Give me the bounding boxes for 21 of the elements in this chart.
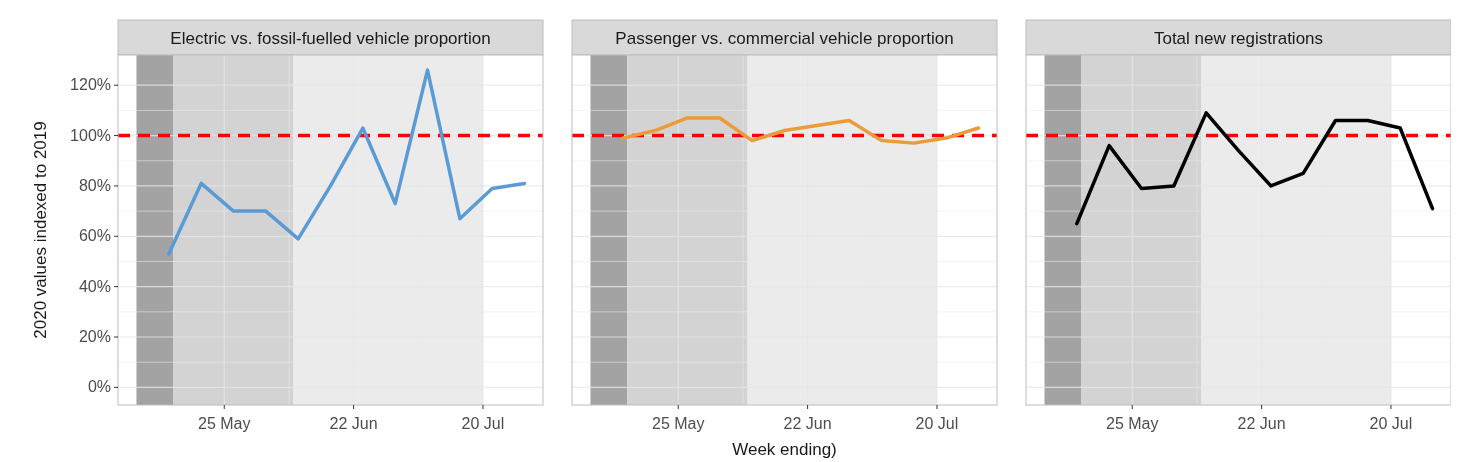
y-tick-label: 20% <box>78 328 111 346</box>
x-tick-label: 22 Jun <box>329 415 378 432</box>
x-tick-label: 22 Jun <box>1237 415 1286 432</box>
y-tick-label: 80% <box>78 176 111 194</box>
chart-title: Passenger vs. commercial vehicle proportion <box>615 28 954 48</box>
y-tick-label: 100% <box>70 126 111 144</box>
chart-title: Electric vs. fossil-fuelled vehicle proportion <box>170 28 491 48</box>
x-tick-label: 22 Jun <box>783 415 832 432</box>
x-tick-label: 20 Jul <box>461 415 505 432</box>
y-tick-label: 0% <box>87 378 111 396</box>
y-axis-title: 2020 values indexed to 2019 <box>31 121 50 339</box>
y-tick-label: 120% <box>70 76 111 94</box>
x-axis-title: Week ending) <box>732 440 837 459</box>
y-tick-label: 60% <box>78 227 111 245</box>
x-tick-label: 25 May <box>1106 415 1159 432</box>
y-tick-label: 40% <box>78 277 111 295</box>
x-tick-label: 25 May <box>198 415 251 432</box>
x-tick-label: 20 Jul <box>915 415 959 432</box>
x-tick-label: 20 Jul <box>1369 415 1413 432</box>
x-tick-label: 25 May <box>652 415 705 432</box>
chart-title: Total new registrations <box>1153 28 1324 48</box>
